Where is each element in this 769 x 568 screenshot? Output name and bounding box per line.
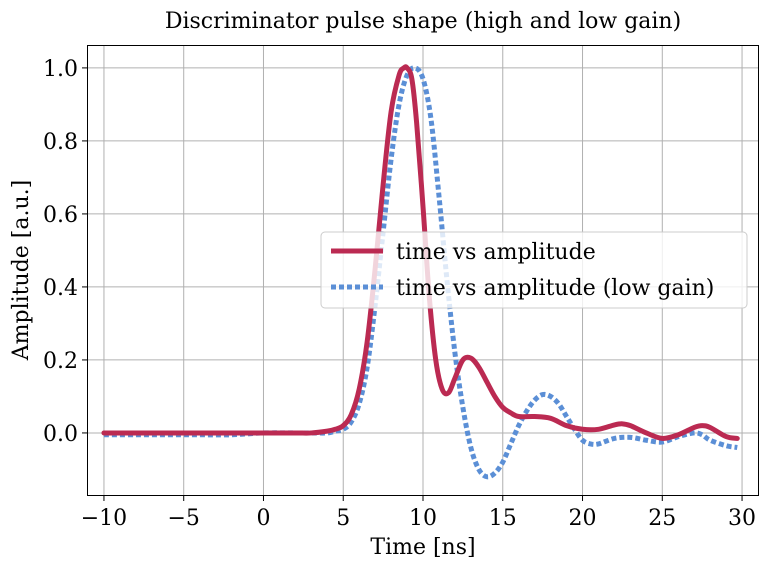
series-line-2 bbox=[103, 65, 738, 480]
y-tick-label: 0.4 bbox=[43, 276, 78, 301]
x-tick-label: 20 bbox=[569, 506, 597, 531]
x-tick-label: 0 bbox=[256, 506, 270, 531]
x-tick-label: −10 bbox=[81, 506, 127, 531]
x-ticks: −10 −5 0 5 10 15 20 25 30 bbox=[81, 495, 756, 531]
x-tick-label: −5 bbox=[167, 506, 199, 531]
legend-label-series-1: time vs amplitude bbox=[396, 240, 596, 265]
y-tick-label: 0.2 bbox=[43, 349, 78, 374]
x-tick-label: 10 bbox=[409, 506, 437, 531]
y-tick-label: 0.6 bbox=[43, 203, 78, 228]
y-tick-label: 0.0 bbox=[43, 422, 78, 447]
x-tick-label: 25 bbox=[648, 506, 676, 531]
y-ticks: 0.0 0.2 0.4 0.6 0.8 1.0 bbox=[43, 57, 88, 447]
y-tick-label: 1.0 bbox=[43, 57, 78, 82]
x-axis-label: Time [ns] bbox=[370, 535, 475, 560]
y-tick-label: 0.8 bbox=[43, 130, 78, 155]
x-tick-label: 30 bbox=[728, 506, 756, 531]
legend: time vs amplitude time vs amplitude (low… bbox=[320, 231, 748, 309]
legend-label-series-2: time vs amplitude (low gain) bbox=[396, 276, 714, 301]
chart-title: Discriminator pulse shape (high and low … bbox=[165, 9, 681, 34]
x-tick-label: 5 bbox=[336, 506, 350, 531]
x-tick-label: 15 bbox=[489, 506, 517, 531]
series-line-1 bbox=[101, 64, 740, 441]
y-axis-label: Amplitude [a.u.] bbox=[9, 180, 34, 361]
legend-frame bbox=[320, 231, 748, 309]
plot-lines bbox=[101, 64, 740, 480]
